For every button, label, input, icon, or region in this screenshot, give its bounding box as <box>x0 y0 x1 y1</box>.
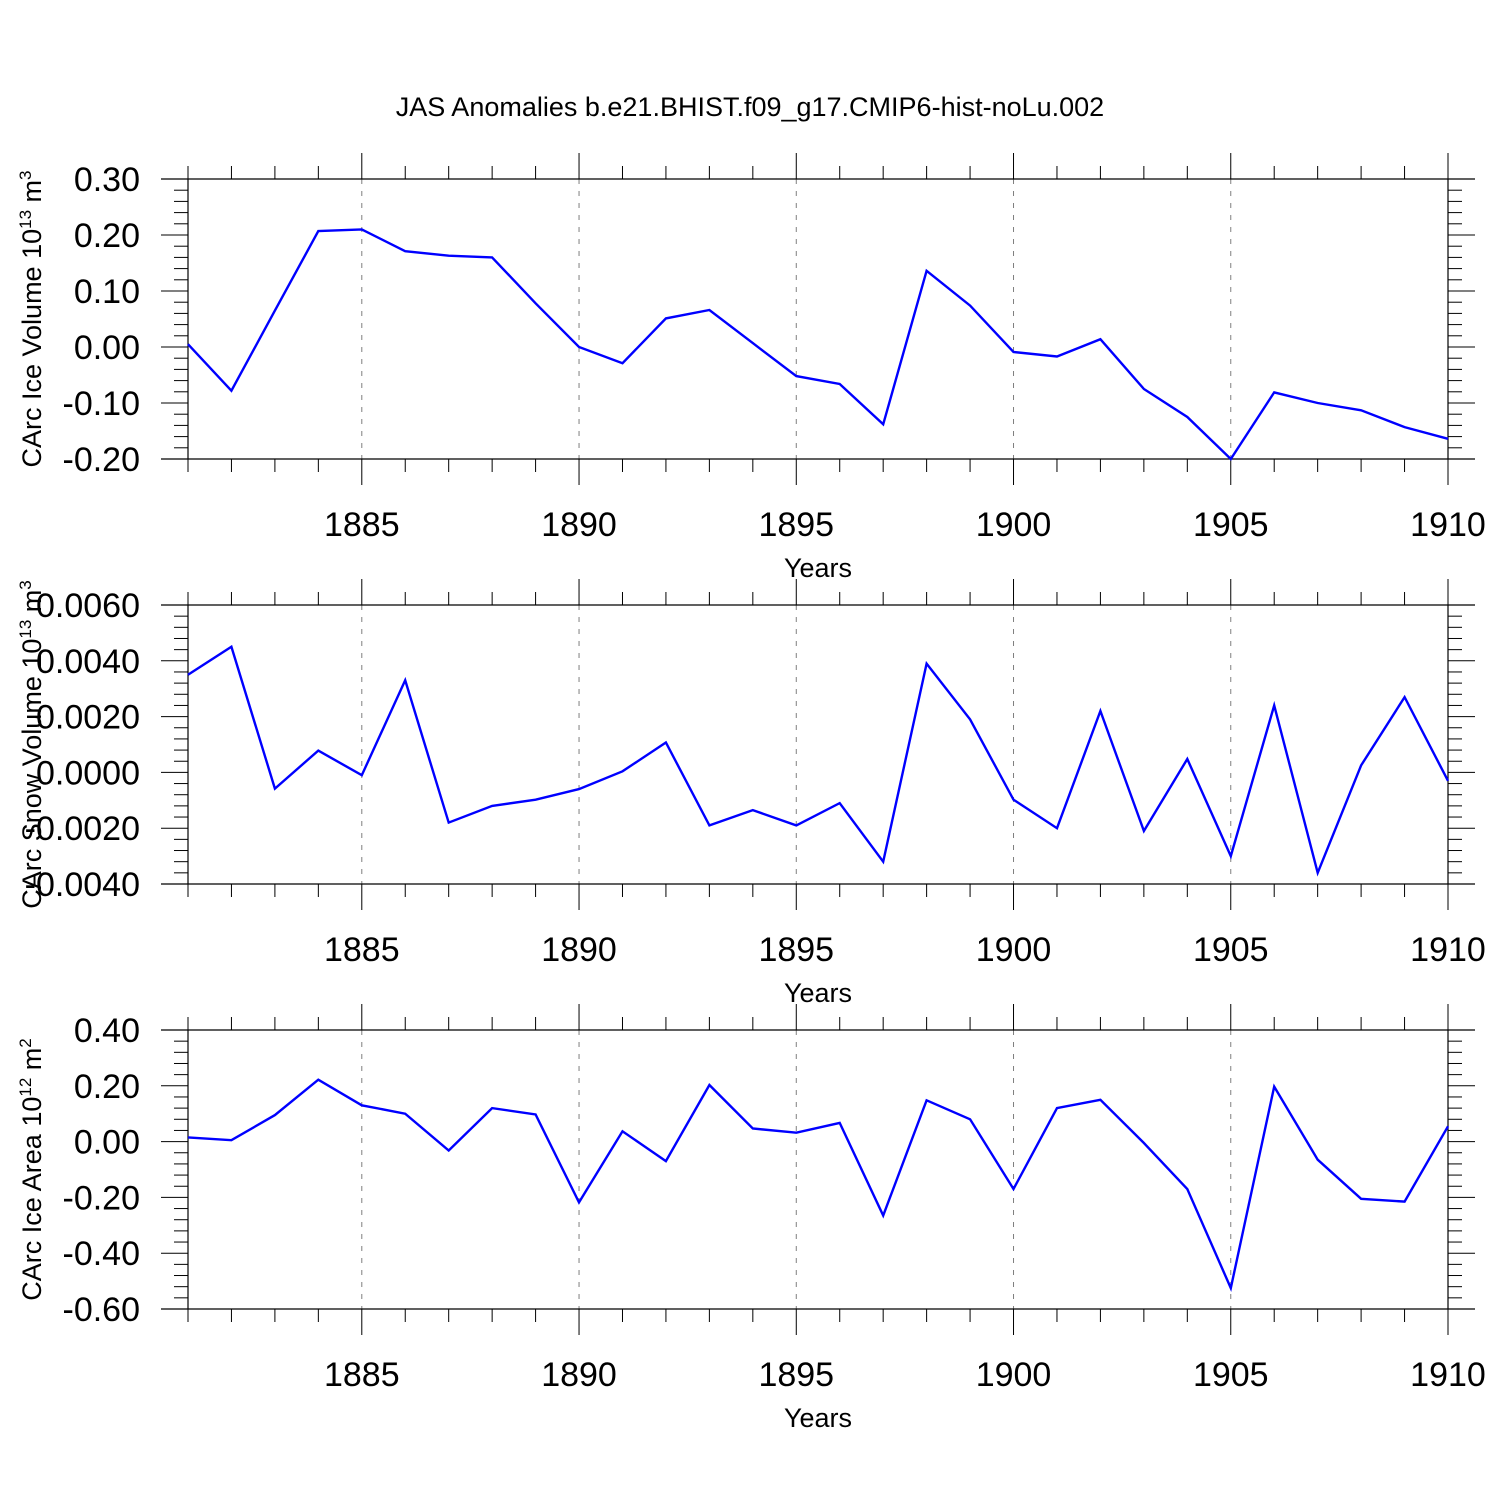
x-tick-label: 1895 <box>758 506 834 544</box>
y-tick-label: -0.40 <box>63 1235 141 1273</box>
y-tick-label: 0.0040 <box>36 643 140 681</box>
x-tick-label: 1910 <box>1410 1356 1486 1394</box>
y-tick-label: 0.20 <box>74 1068 140 1106</box>
x-tick-label: 1890 <box>541 1356 617 1394</box>
y-tick-label: 0.00 <box>74 1124 140 1162</box>
series-line <box>188 1080 1448 1288</box>
y-tick-label: 0.0000 <box>36 754 140 792</box>
y-tick-label: -0.20 <box>63 441 141 479</box>
x-tick-label: 1895 <box>758 931 834 969</box>
x-tick-label: 1885 <box>324 1356 400 1394</box>
x-tick-label: 1905 <box>1193 1356 1269 1394</box>
y-tick-label: 0.20 <box>74 217 140 255</box>
x-tick-label: 1900 <box>976 506 1052 544</box>
panel-3: -0.60 -0.40 -0.20 0.00 0.20 0.40 1885 1890 1895 1… <box>16 1004 1486 1433</box>
y-axis-title: CArc Ice Volume 1013 m3 <box>16 170 47 467</box>
y-tick-label: 0.40 <box>74 1012 140 1050</box>
x-tick-label: 1895 <box>758 1356 834 1394</box>
y-tick-label: 0.0020 <box>36 699 140 737</box>
y-tick-label: -0.60 <box>63 1291 141 1329</box>
x-tick-label: 1890 <box>541 931 617 969</box>
x-axis-title: Years <box>784 1403 852 1433</box>
x-axis-title: Years <box>784 978 852 1008</box>
series-line <box>188 229 1448 459</box>
x-tick-label: 1905 <box>1193 506 1269 544</box>
y-tick-label: 0.00 <box>74 329 140 367</box>
x-tick-label: 1885 <box>324 931 400 969</box>
x-axis-title: Years <box>784 553 852 583</box>
x-tick-label: 1900 <box>976 931 1052 969</box>
x-tick-label: 1905 <box>1193 931 1269 969</box>
x-tick-label: 1910 <box>1410 931 1486 969</box>
y-axis-title: CArc Ice Area 1012 m2 <box>16 1038 47 1301</box>
x-tick-label: 1885 <box>324 506 400 544</box>
chart-title: JAS Anomalies b.e21.BHIST.f09_g17.CMIP6-… <box>396 92 1104 122</box>
x-tick-label: 1890 <box>541 506 617 544</box>
x-tick-label: 1900 <box>976 1356 1052 1394</box>
y-tick-label: 0.0060 <box>36 587 140 625</box>
series-line <box>188 647 1448 873</box>
panel-1: -0.20 -0.10 0.00 0.10 0.20 0.30 1885 1890 1895 19… <box>16 153 1486 583</box>
x-tick-label: 1910 <box>1410 506 1486 544</box>
y-tick-label: -0.20 <box>63 1179 141 1217</box>
y-tick-label: -0.10 <box>63 385 141 423</box>
y-tick-label: 0.30 <box>74 161 140 199</box>
y-axis-title: CArc Snow Volume 1013 m3 <box>16 580 47 909</box>
panel-2: -0.0040-0.00200.00000.00200.00400.006018… <box>16 579 1486 1008</box>
y-tick-label: 0.10 <box>74 273 140 311</box>
